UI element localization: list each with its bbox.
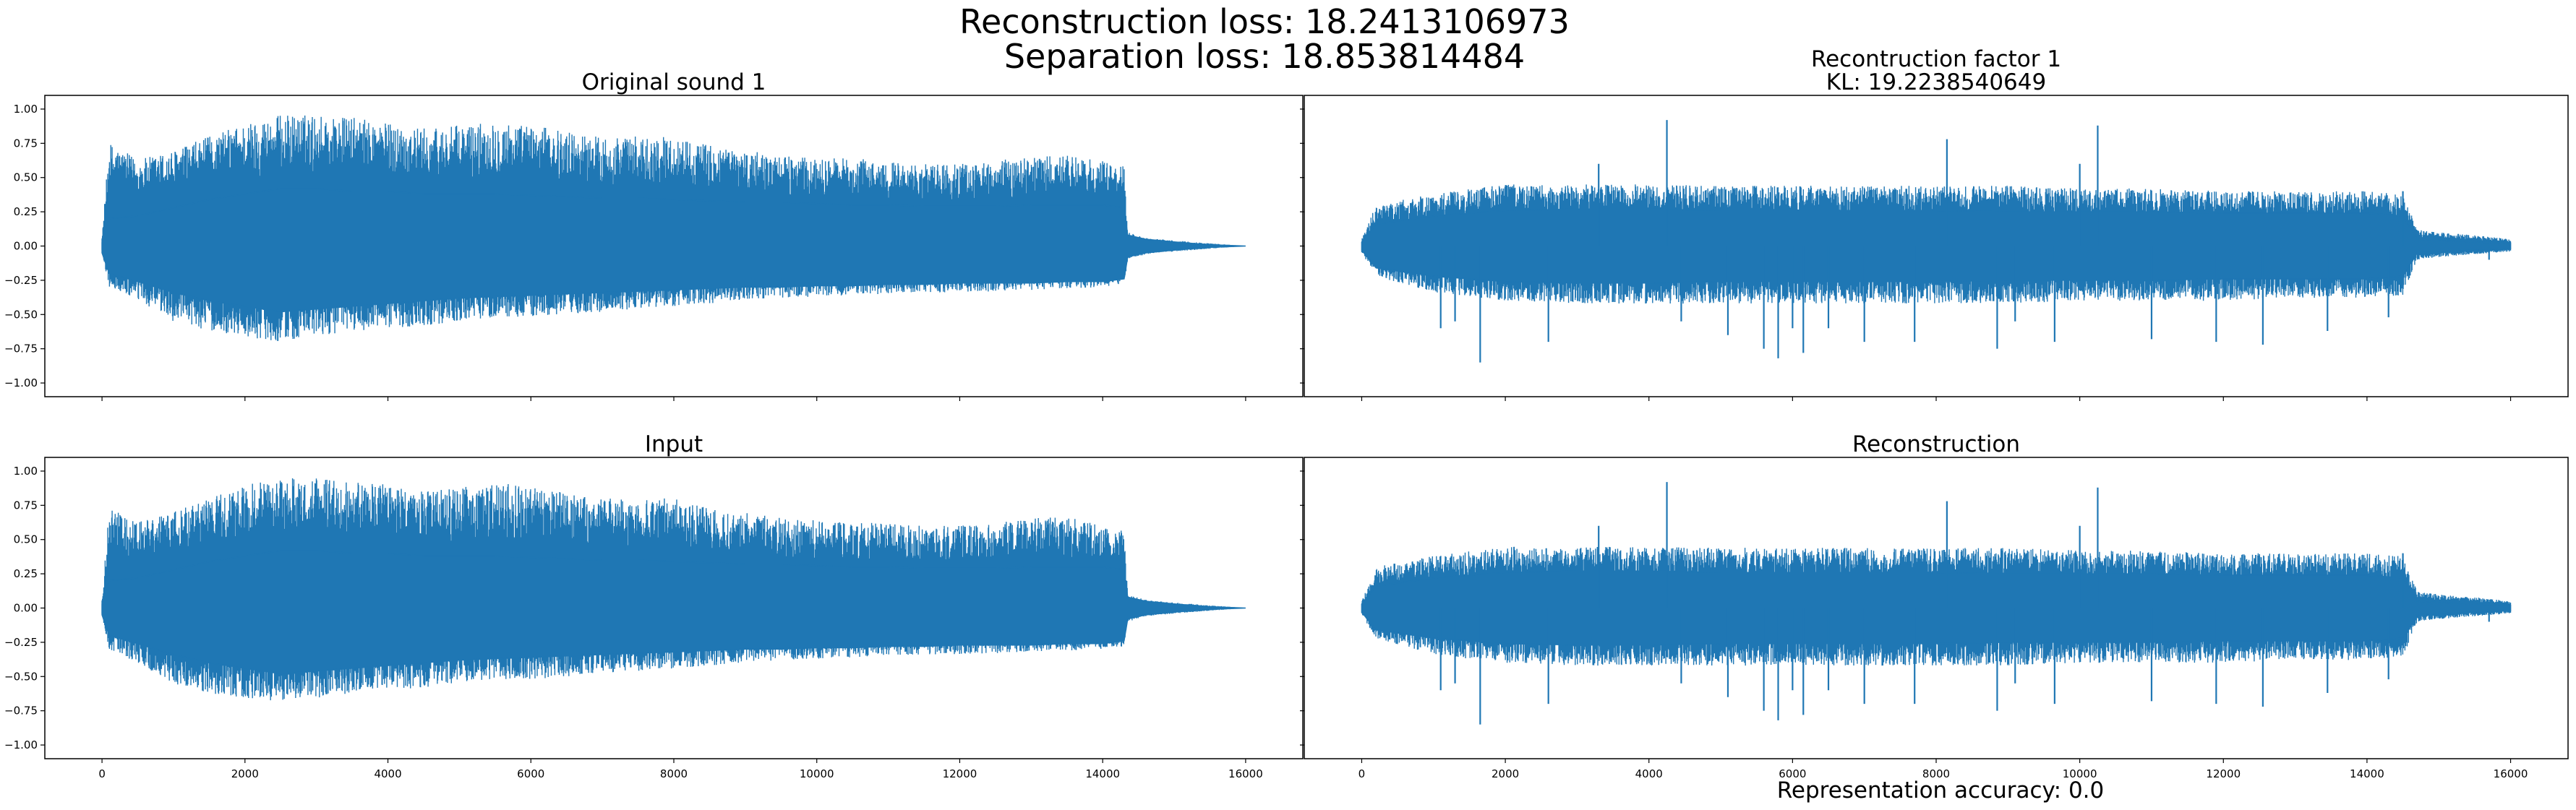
y-tick-label: 0.25 — [14, 205, 38, 218]
x-tick-label: 4000 — [374, 767, 401, 780]
waveform-series — [101, 478, 1246, 701]
waveform-core — [101, 188, 1246, 313]
x-tick-label: 10000 — [2063, 767, 2097, 780]
x-tick-label: 8000 — [660, 767, 688, 780]
y-tick-label: 0.00 — [14, 240, 38, 253]
x-tick-label: 14000 — [2350, 767, 2384, 780]
y-tick-label: 1.00 — [14, 465, 38, 478]
y-tick-label: −0.50 — [4, 308, 38, 321]
y-tick-label: −0.25 — [4, 274, 38, 287]
x-tick-label: 16000 — [1228, 767, 1263, 780]
panel-original-sound: −1.00 −0.75 −0.50 −0.25 0.00 0.25 0.50 0.75 1.00… — [4, 69, 1304, 401]
representation-accuracy-label: Representation accuracy: 0.0 — [1777, 777, 2105, 803]
x-tick-label: 2000 — [1492, 767, 1519, 780]
panel-title: Reconstruction — [1852, 431, 2020, 457]
panel-title: Input — [645, 431, 703, 457]
x-tick-label: 6000 — [1779, 767, 1806, 780]
panel-input: −1.00 −0.75 −0.50 −0.25 0.00 0.25 0.50 0.75 1.00… — [4, 431, 1304, 780]
x-tick-label: 4000 — [1635, 767, 1663, 780]
x-tick-label: 0 — [98, 767, 106, 780]
x-tick-label: 10000 — [800, 767, 834, 780]
panel-reconstruction-factor: Recontruction factor 1KL: 19.2238540649 — [1300, 46, 2569, 401]
y-tick-label: 0.75 — [14, 499, 38, 512]
x-tick-label: 8000 — [1922, 767, 1950, 780]
waveform-series — [1361, 120, 2512, 363]
y-tick-label: 0.50 — [14, 171, 38, 184]
x-tick-label: 16000 — [2494, 767, 2528, 780]
y-tick-label: 0.00 — [14, 602, 38, 615]
suptitle-line-1: Reconstruction loss: 18.2413106973 — [959, 2, 1570, 41]
panel-reconstruction: 0 2000 4000 6000 8000 10000 12000 14000 16000 Rec… — [1300, 431, 2569, 780]
waveform-core — [1361, 570, 2512, 646]
x-tick-label: 2000 — [231, 767, 259, 780]
waveform-core — [1361, 208, 2512, 284]
x-tick-label: 6000 — [517, 767, 544, 780]
y-tick-label: 0.25 — [14, 567, 38, 580]
x-tick-label: 12000 — [2206, 767, 2241, 780]
x-tick-label: 12000 — [943, 767, 977, 780]
y-tick-label: −0.25 — [4, 636, 38, 649]
panel-title: Recontruction factor 1 — [1811, 46, 2061, 72]
panel-title: Original sound 1 — [582, 69, 766, 95]
waveform-core — [101, 550, 1246, 675]
suptitle-line-2: Separation loss: 18.853814484 — [1004, 37, 1525, 76]
panel-subtitle: KL: 19.2238540649 — [1826, 69, 2046, 95]
x-tick-label: 0 — [1358, 767, 1366, 780]
y-tick-label: −0.75 — [4, 342, 38, 356]
y-tick-label: 1.00 — [14, 103, 38, 116]
x-tick-label: 14000 — [1085, 767, 1120, 780]
y-tick-label: −0.75 — [4, 705, 38, 718]
waveform-series — [101, 115, 1246, 341]
y-tick-label: 0.50 — [14, 533, 38, 546]
y-tick-label: −1.00 — [4, 376, 38, 389]
y-tick-label: 0.75 — [14, 137, 38, 150]
waveform-series — [1361, 482, 2512, 725]
y-tick-label: −1.00 — [4, 738, 38, 751]
y-tick-label: −0.50 — [4, 670, 38, 683]
